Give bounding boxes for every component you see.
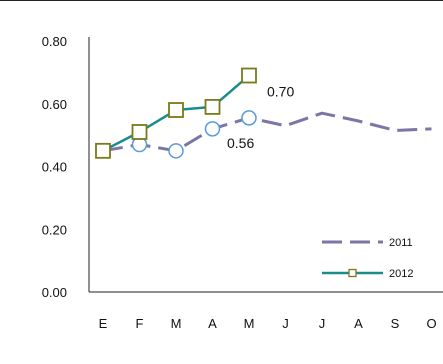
y-tick-label: 0.20 <box>42 222 67 237</box>
x-tick-label: M <box>171 316 182 331</box>
marker-2011 <box>168 143 184 159</box>
data-label: 0.70 <box>267 84 294 100</box>
x-tick-label: O <box>426 316 436 331</box>
series-line-2011 <box>102 111 432 153</box>
marker-2012 <box>168 102 184 118</box>
x-tick-label: S <box>391 316 400 331</box>
x-tick-label: J <box>282 316 289 331</box>
x-tick-label: F <box>136 316 144 331</box>
marker-2012 <box>204 98 221 115</box>
y-tick-label: 0.40 <box>42 160 67 175</box>
y-tick-label: 0.60 <box>42 97 67 112</box>
legend-label: 2012 <box>389 268 413 280</box>
marker-2011 <box>241 110 257 126</box>
x-tick-label: M <box>244 316 255 331</box>
x-tick-label: A <box>354 316 363 331</box>
marker-2012 <box>131 124 148 140</box>
x-tick-label: A <box>208 316 217 331</box>
y-tick-label: 0.00 <box>42 285 67 300</box>
marker-2012 <box>241 67 257 84</box>
data-label: 0.56 <box>227 135 254 151</box>
x-tick-label: J <box>319 316 326 331</box>
legend-label: 2011 <box>389 237 413 249</box>
legend-marker-2012 <box>348 268 357 278</box>
x-tick-label: E <box>99 316 108 331</box>
marker-2012 <box>95 142 111 159</box>
y-tick-label: 0.80 <box>42 34 67 49</box>
marker-2011 <box>204 121 221 137</box>
